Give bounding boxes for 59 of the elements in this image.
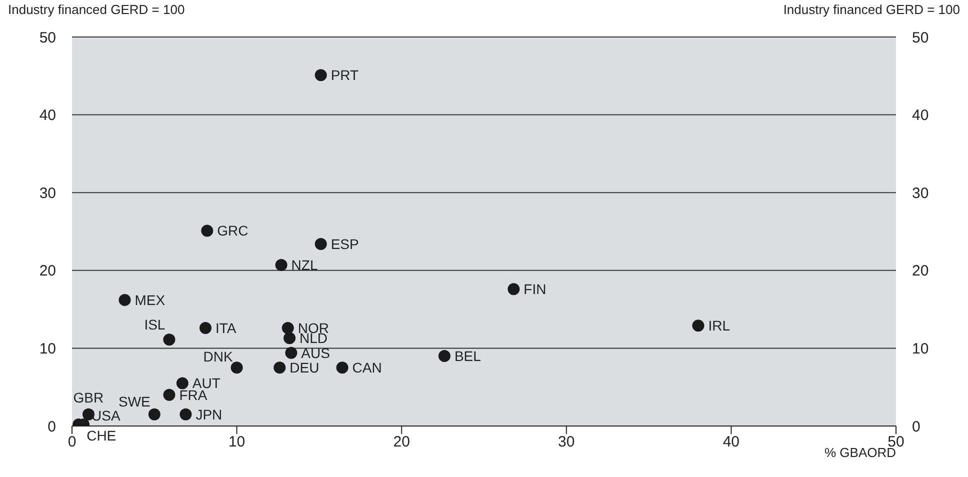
x-tick-label: 30: [558, 434, 575, 451]
annotation: SWE: [118, 393, 150, 410]
point: [163, 388, 176, 401]
annotation: PRT: [330, 67, 360, 84]
point: [163, 334, 176, 346]
point: [176, 377, 188, 390]
y2-tick-label: 20: [912, 262, 929, 280]
point: [314, 238, 327, 250]
y2-tick-label: 30: [912, 184, 929, 202]
point: [148, 408, 160, 420]
x-tick-label: 10: [228, 434, 246, 451]
y-tick-label: 40: [39, 107, 56, 124]
x-tick-label: 40: [722, 434, 740, 451]
point: [314, 69, 327, 82]
y-tick-label: 50: [39, 29, 56, 46]
annotation: IRL: [708, 318, 730, 334]
point: [438, 350, 450, 362]
annotation: GBR: [73, 389, 104, 406]
annotation: CHE: [86, 427, 116, 444]
point: [180, 408, 192, 420]
annotation: USA: [92, 407, 121, 424]
annotation: DEU: [290, 360, 320, 376]
point: [692, 320, 704, 332]
point: [275, 258, 288, 271]
point: [285, 346, 298, 359]
y2-axis-title: Industry financed GERD = 100: [783, 2, 960, 17]
annotation: FIN: [524, 281, 546, 298]
y2-tick-label: 0: [912, 418, 920, 436]
y-tick-label: 10: [39, 340, 56, 358]
point: [282, 322, 294, 334]
point: [118, 294, 131, 306]
x-tick-label: 0: [68, 434, 76, 451]
annotation: ITA: [215, 320, 237, 336]
point: [201, 224, 214, 237]
y-tick-label: 20: [39, 262, 56, 280]
y2-tick-label: 50: [912, 29, 929, 46]
y-tick-label: 30: [39, 184, 56, 202]
annotation: AUS: [301, 344, 330, 361]
point: [284, 332, 296, 344]
annotation: DNK: [203, 348, 234, 365]
y2-tick-label: 40: [912, 107, 929, 124]
annotation: ISL: [144, 316, 166, 333]
annotation: CAN: [352, 360, 382, 376]
annotation: NZL: [291, 256, 318, 273]
point: [230, 362, 243, 374]
y-tick-label: 0: [48, 418, 56, 436]
annotation: GRC: [217, 222, 248, 239]
x-tick-label: 20: [393, 434, 410, 451]
point: [508, 283, 520, 296]
annotation: ESP: [330, 236, 359, 252]
point: [199, 322, 212, 334]
annotation: AUT: [192, 375, 221, 392]
point: [274, 362, 286, 374]
annotation: JPN: [196, 406, 222, 422]
y-axis-title: Industry financed GERD = 100: [8, 2, 185, 17]
annotation: MEX: [134, 292, 166, 308]
point: [336, 362, 348, 374]
y2-tick-label: 10: [912, 340, 929, 358]
annotation: BEL: [454, 348, 482, 364]
